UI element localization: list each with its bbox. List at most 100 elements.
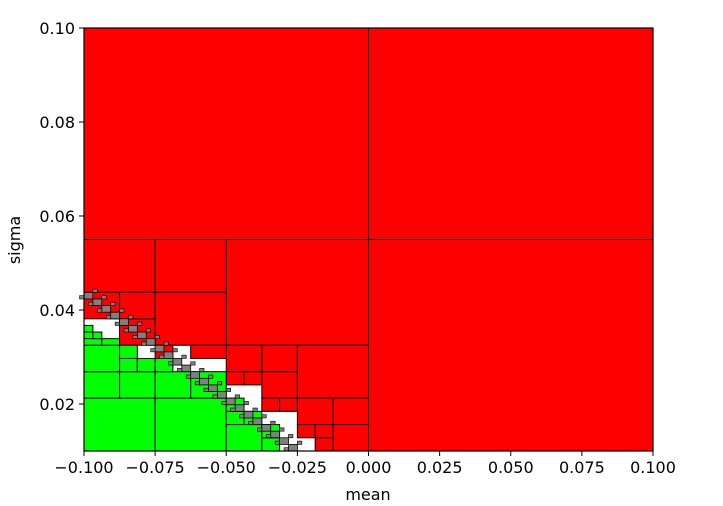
cell-red	[154, 291, 227, 346]
boundary-cell	[181, 354, 187, 359]
boundary-cell	[252, 417, 263, 425]
boundary-cell	[208, 374, 214, 379]
cell-red	[368, 239, 654, 452]
cell-green	[225, 424, 263, 452]
cell-red	[190, 344, 227, 359]
cell-green	[83, 331, 94, 340]
boundary-cell	[88, 301, 94, 306]
boundary-cell	[234, 394, 240, 399]
cell-red	[261, 344, 298, 373]
boundary-cell	[97, 308, 103, 313]
boundary-cell	[270, 420, 276, 425]
cell-red	[314, 437, 334, 452]
cell-green	[83, 324, 94, 333]
boundary-cell	[154, 335, 160, 339]
cell-green	[83, 371, 121, 399]
cell-green	[119, 344, 138, 359]
cell-red	[154, 239, 227, 293]
cell-green	[136, 357, 156, 373]
boundary-cell	[172, 348, 178, 353]
boundary-cell	[128, 315, 134, 320]
boundary-cell	[101, 295, 107, 300]
cell-red	[368, 27, 654, 240]
boundary-cell	[203, 387, 209, 392]
boundary-cell	[261, 424, 272, 432]
boundary-cell	[199, 377, 209, 386]
boundary-cell	[128, 325, 138, 333]
cell-red	[261, 397, 281, 412]
x-tick-label: −0.075	[126, 458, 185, 477]
y-axis-label: sigma	[5, 216, 24, 264]
boundary-cell	[119, 318, 129, 326]
cell-red	[225, 344, 263, 373]
boundary-cell	[92, 298, 103, 306]
boundary-cell	[119, 308, 125, 313]
boundary-cell	[230, 407, 236, 412]
boundary-cell	[172, 358, 183, 366]
plot-area	[79, 27, 654, 452]
cell-green	[101, 338, 121, 346]
y-tick-label: 0.04	[39, 301, 75, 320]
boundary-cell	[194, 381, 200, 386]
x-tick-label: −0.100	[54, 458, 113, 477]
boundary-cell	[150, 348, 156, 353]
cell-green	[92, 331, 103, 340]
cell-red	[332, 424, 369, 452]
boundary-cell	[145, 338, 156, 346]
boundary-cell	[177, 368, 183, 372]
boundary-cell	[279, 437, 289, 445]
boundary-cell	[221, 401, 227, 406]
cell-green	[83, 344, 121, 373]
boundary-cell	[168, 361, 174, 366]
cell-red	[225, 371, 245, 386]
boundary-cell	[159, 354, 165, 359]
boundary-cell	[181, 364, 192, 373]
cell-red	[83, 27, 369, 240]
y-tick-label: 0.06	[39, 207, 75, 226]
cell-red	[83, 239, 156, 293]
boundary-cell	[92, 288, 98, 293]
y-tick-label: 0.10	[39, 19, 75, 38]
y-tick-label: 0.08	[39, 113, 75, 132]
boundary-cell	[243, 401, 249, 406]
boundary-cell	[217, 381, 223, 386]
x-axis-label: mean	[345, 485, 390, 504]
boundary-cell	[101, 305, 112, 313]
boundary-cell	[123, 328, 129, 333]
boundary-cell	[79, 295, 85, 300]
boundary-cell	[132, 335, 138, 339]
boundary-cell	[248, 420, 254, 425]
boundary-cell	[270, 430, 280, 439]
cell-red	[261, 371, 298, 399]
boundary-cell	[216, 391, 227, 399]
x-tick-label: −0.025	[268, 458, 327, 477]
boundary-cell	[252, 407, 258, 412]
boundary-cell	[141, 341, 147, 346]
boundary-cell	[163, 351, 174, 359]
boundary-cell	[243, 410, 254, 419]
boundary-cell	[239, 414, 245, 419]
cell-red	[243, 371, 263, 386]
cell-green	[83, 338, 103, 346]
axes: −0.100 −0.075 −0.050 −0.025 0.000 0.025 0.050 0…	[39, 19, 676, 477]
boundary-cell	[190, 361, 196, 366]
boundary-cell	[163, 341, 169, 346]
x-tick-label: 0.075	[559, 458, 605, 477]
cell-green	[154, 371, 192, 399]
boundary-cell	[145, 328, 151, 333]
boundary-cell	[110, 301, 116, 306]
boundary-cell	[136, 331, 147, 340]
boundary-cell	[234, 404, 245, 412]
boundary-cell	[185, 374, 191, 379]
boundary-cell	[261, 414, 267, 419]
cell-red	[225, 239, 369, 346]
boundary-cell	[154, 344, 165, 353]
cell-red	[332, 397, 369, 426]
boundary-cell	[225, 387, 231, 392]
x-tick-label: 0.025	[417, 458, 463, 477]
boundary-cell	[288, 434, 294, 439]
cell-red	[296, 397, 334, 426]
boundary-cell	[212, 394, 218, 399]
boundary-cell	[225, 397, 236, 406]
